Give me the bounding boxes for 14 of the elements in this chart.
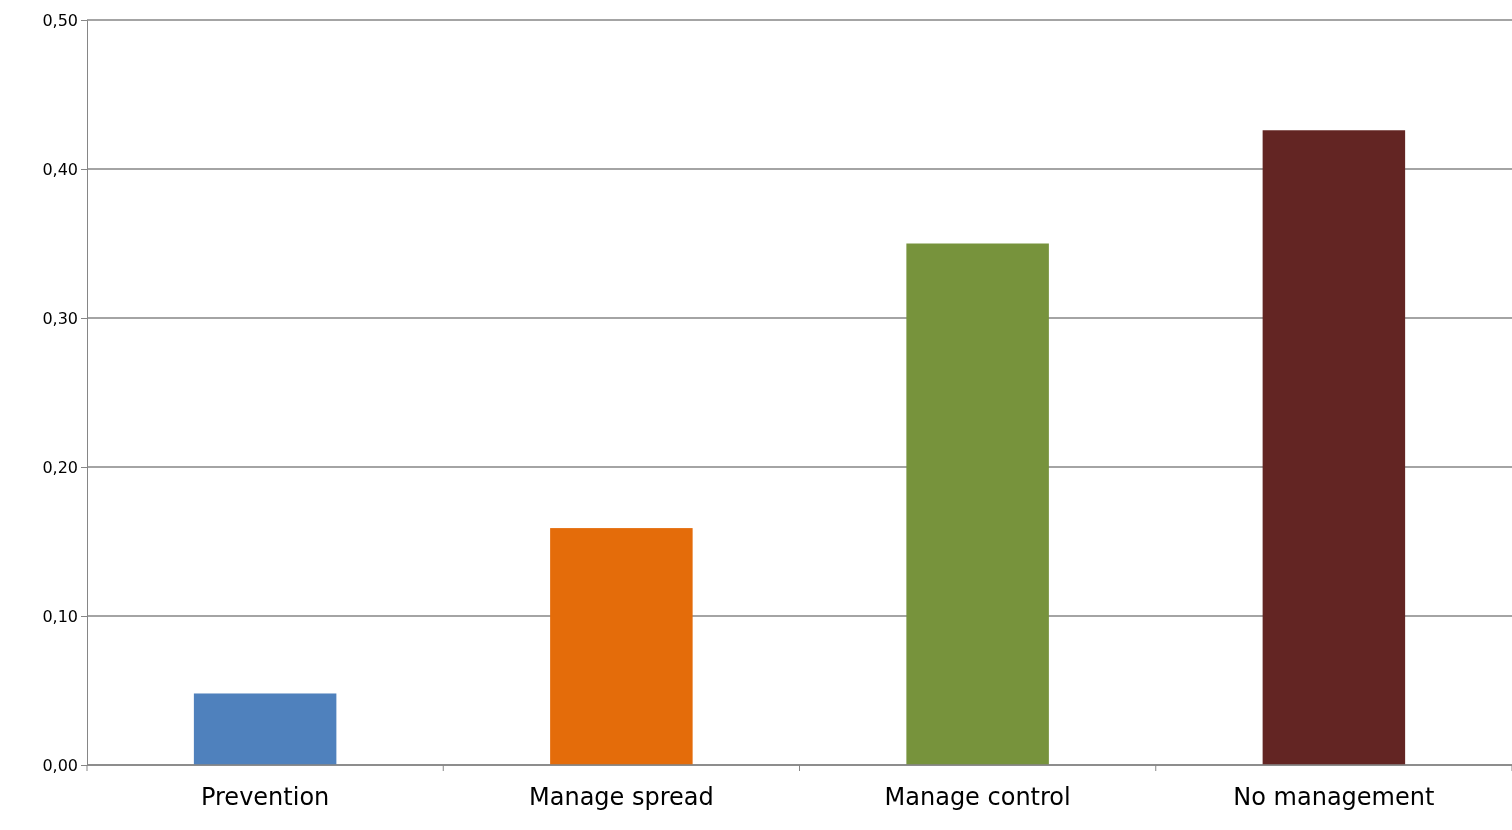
y-tick-label: 0,20: [42, 457, 78, 477]
x-tick-label: Manage spread: [529, 783, 714, 811]
y-tick-label: 0,50: [42, 10, 78, 30]
x-tick-label: Prevention: [200, 783, 330, 811]
bar: [193, 693, 337, 765]
bar: [1262, 130, 1406, 765]
y-tick-label: 0,00: [42, 755, 78, 775]
bar: [906, 243, 1049, 765]
x-tick-label: Manage control: [884, 783, 1071, 811]
y-tick-label: 0,40: [42, 159, 78, 179]
x-tick-label: No management: [1233, 783, 1435, 811]
y-tick-label: 0,30: [42, 308, 78, 328]
bar: [550, 528, 693, 765]
y-tick-label: 0,10: [42, 606, 78, 626]
